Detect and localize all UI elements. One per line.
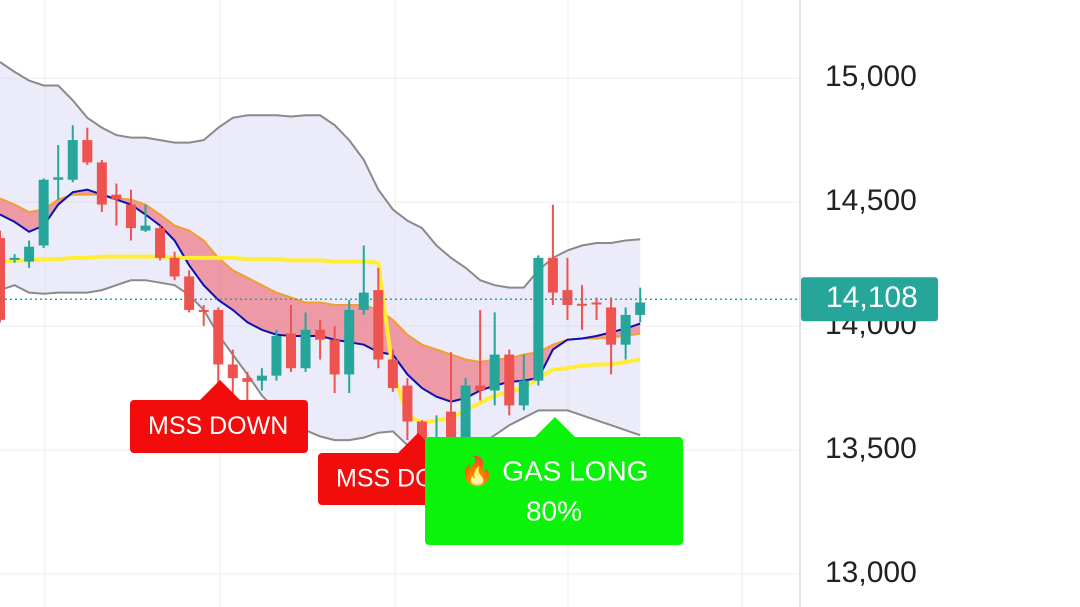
- candle-body: [271, 335, 282, 376]
- candle-body: [591, 302, 602, 305]
- candle-body: [198, 309, 209, 312]
- y-tick-label: 14,500: [825, 184, 917, 217]
- candle-body: [635, 302, 646, 315]
- annotation: MSS DOWN: [130, 380, 308, 453]
- candle-body: [256, 375, 267, 381]
- y-tick-label: 15,000: [825, 60, 917, 93]
- candle-body: [9, 257, 20, 260]
- candle-body: [184, 276, 195, 310]
- annotation-text: MSS DOWN: [148, 412, 288, 440]
- candle-body: [344, 309, 355, 375]
- candle-body: [475, 385, 486, 391]
- candle-body: [606, 307, 617, 345]
- annotation-box: [318, 453, 430, 505]
- candle-body: [169, 257, 180, 277]
- y-tick-label: 13,500: [825, 432, 917, 465]
- candle-body: [533, 257, 544, 381]
- candle-body: [620, 314, 631, 345]
- candle-body: [504, 354, 515, 406]
- candle-body: [358, 292, 369, 310]
- candle-body: [67, 140, 78, 180]
- candle-body: [387, 359, 398, 389]
- candle-body: [518, 380, 529, 406]
- last-price-label: 14,108: [826, 281, 918, 314]
- candle-body: [300, 329, 311, 369]
- annotation-subtext: 80%: [526, 495, 582, 526]
- annotation: 🔥 GAS LONG 80%: [425, 417, 683, 545]
- candle-body: [489, 354, 500, 391]
- candle-body: [125, 204, 136, 229]
- candle-body: [577, 303, 587, 306]
- last-price-box: [801, 277, 938, 322]
- candle-body: [547, 257, 558, 293]
- candle-body: [329, 339, 340, 375]
- annotation-box: [425, 437, 683, 545]
- candle-body: [53, 177, 64, 180]
- candle-body: [446, 411, 457, 446]
- annotation-pointer: [535, 417, 575, 437]
- annotation-text: 🔥 GAS LONG: [460, 454, 649, 487]
- annotation-pointer: [200, 380, 240, 400]
- candle-body: [402, 385, 413, 422]
- band-lower-line: [0, 279, 641, 461]
- candle-body: [24, 246, 35, 262]
- candle-body: [82, 140, 93, 163]
- candle-body: [460, 385, 471, 447]
- candle-body: [213, 309, 224, 365]
- candle-body: [155, 228, 166, 258]
- candle-body: [227, 364, 238, 379]
- candle-body: [286, 333, 296, 369]
- candle-body: [38, 179, 49, 246]
- candle-body: [140, 225, 151, 231]
- candle-body: [96, 162, 107, 205]
- candle-body: [0, 238, 5, 320]
- candle-body: [562, 290, 573, 305]
- candle-body: [373, 290, 384, 360]
- y-tick-label: 13,000: [825, 556, 917, 589]
- trail-line: [0, 254, 641, 425]
- annotation-box: [130, 400, 308, 453]
- candle-body: [242, 378, 253, 382]
- candle-body: [111, 194, 122, 200]
- candle-body: [315, 329, 326, 340]
